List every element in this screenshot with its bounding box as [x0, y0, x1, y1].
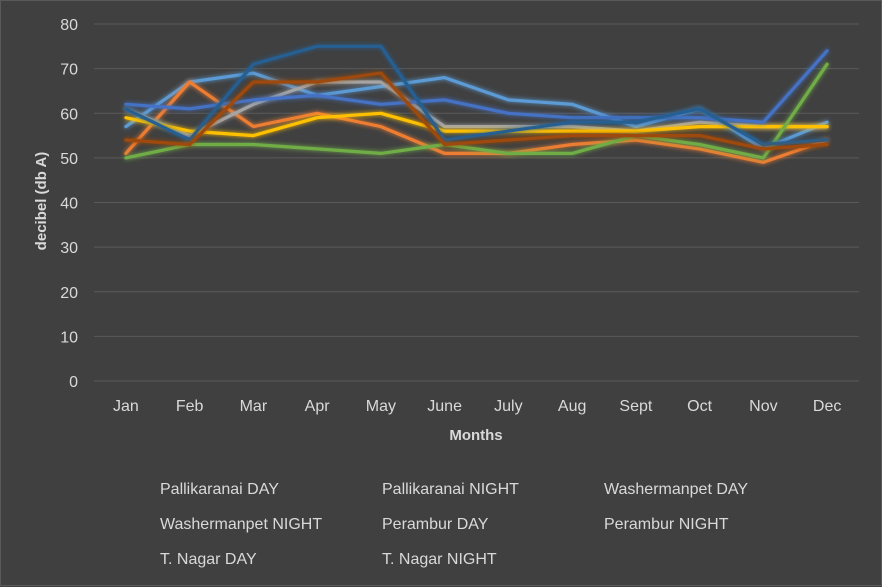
- x-axis-ticks: Jan Feb Mar Apr May June July Aug Sept Oct Nov Dec: [113, 398, 841, 415]
- y-tick-label: 10: [60, 329, 78, 346]
- series-line-7: [124, 71, 829, 151]
- x-tick-label: June: [427, 398, 462, 415]
- gridlines: [94, 23, 859, 382]
- legend-label: Washermanpet DAY: [604, 481, 748, 498]
- series-line-5: [124, 62, 829, 160]
- x-tick-label: Aug: [558, 398, 586, 415]
- x-tick-label: Dec: [813, 398, 841, 415]
- x-tick-label: Jan: [113, 398, 139, 415]
- x-tick-label: Feb: [176, 398, 204, 415]
- series-line-1: [124, 80, 829, 164]
- legend-label: Perambur NIGHT: [604, 516, 729, 533]
- x-axis-title: Months: [449, 427, 502, 444]
- y-tick-label: 80: [60, 17, 78, 34]
- x-tick-label: May: [366, 398, 396, 415]
- y-axis-title: decibel (db A): [33, 152, 50, 251]
- x-tick-label: Nov: [749, 398, 777, 415]
- series-line-2: [124, 80, 829, 138]
- legend-label: Perambur DAY: [382, 516, 489, 533]
- legend-label: T. Nagar DAY: [160, 551, 257, 568]
- y-tick-label: 40: [60, 196, 78, 213]
- x-tick-label: Oct: [687, 398, 712, 415]
- y-tick-label: 20: [60, 285, 78, 302]
- legend-label: Pallikaranai NIGHT: [382, 481, 519, 498]
- legend: Pallikaranai DAY Pallikaranai NIGHT Washer…: [114, 481, 748, 568]
- legend-label: Washermanpet NIGHT: [160, 516, 322, 533]
- y-tick-label: 50: [60, 151, 78, 168]
- series-line-3: [124, 111, 829, 138]
- x-tick-label: July: [494, 398, 522, 415]
- legend-label: T. Nagar NIGHT: [382, 551, 497, 568]
- series-line-4: [124, 49, 829, 124]
- x-tick-label: Mar: [240, 398, 268, 415]
- series-line-6: [124, 44, 829, 147]
- legend-label: Pallikaranai DAY: [160, 481, 279, 498]
- x-tick-label: Apr: [305, 398, 331, 415]
- y-tick-label: 60: [60, 106, 78, 123]
- y-tick-label: 70: [60, 62, 78, 79]
- y-tick-label: 0: [69, 374, 78, 391]
- series-lines: [124, 44, 829, 164]
- x-tick-label: Sept: [619, 398, 652, 415]
- y-tick-label: 30: [60, 240, 78, 257]
- y-axis-ticks: 0 10 20 30 40 50 60 70 80: [60, 17, 78, 391]
